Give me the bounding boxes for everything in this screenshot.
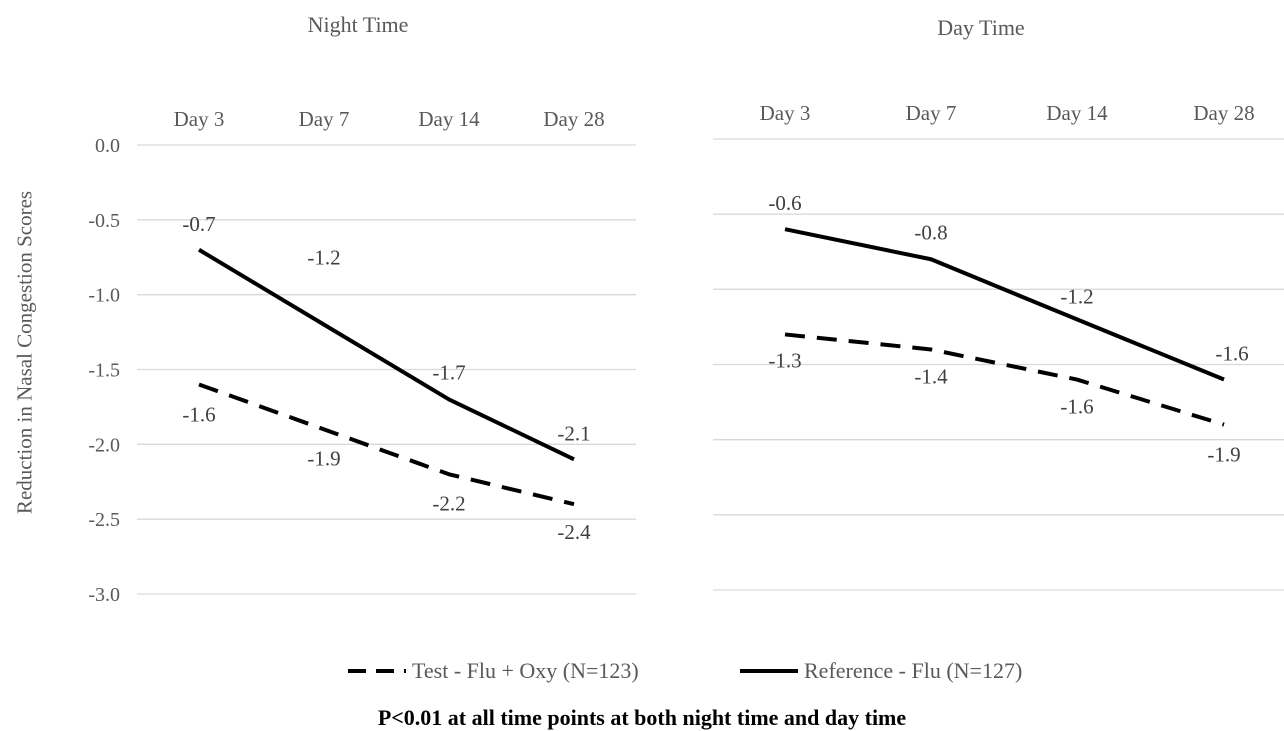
day-reference-data-label: -1.2 [1060, 284, 1093, 308]
day-x-tick-label: Day 7 [906, 101, 957, 125]
night-x-tick-label: Day 14 [418, 107, 480, 131]
night-reference-series-line [197, 248, 575, 462]
night-y-tick-label: -0.5 [88, 210, 120, 232]
night-y-tick-label: -1.0 [88, 285, 120, 307]
night-test-data-label: -1.6 [182, 402, 215, 426]
night-x-tick-label: Day 3 [174, 107, 225, 131]
night-y-tick-label: -1.5 [88, 360, 120, 382]
night-y-tick-label: -3.0 [88, 584, 120, 606]
day-test-data-label: -1.4 [914, 364, 948, 388]
day-reference-data-label: -0.6 [768, 191, 801, 215]
night-reference-data-label: -1.2 [307, 246, 340, 270]
night-x-tick-label: Day 28 [543, 107, 604, 131]
legend-item-reference: Reference - Flu (N=127) [740, 658, 1022, 684]
day-reference-data-label: -0.8 [914, 220, 947, 244]
night-y-tick-label: -2.0 [88, 434, 120, 456]
legend-swatch-solid [740, 669, 798, 673]
night-test-data-label: -1.9 [307, 446, 340, 470]
day-test-data-label: -1.6 [1060, 395, 1093, 419]
legend-item-test: Test - Flu + Oxy (N=123) [348, 658, 639, 684]
day-reference-series-line [784, 227, 1225, 382]
day-x-tick-label: Day 14 [1046, 101, 1108, 125]
night-reference-data-label: -0.7 [182, 212, 215, 236]
night-y-tick-label: 0.0 [95, 135, 120, 157]
day-test-series-line [784, 332, 1225, 427]
night-test-series-line [198, 382, 575, 507]
night-test-data-label: -2.4 [557, 520, 591, 544]
night-y-tick-label: -2.5 [88, 509, 120, 531]
day-x-tick-label: Day 3 [760, 101, 811, 125]
night-x-tick-label: Day 7 [299, 107, 350, 131]
legend-swatch-dashed [348, 669, 406, 673]
day-reference-data-label: -1.6 [1215, 342, 1248, 366]
legend-label-test: Test - Flu + Oxy (N=123) [412, 658, 639, 683]
night-time-title: Night Time [307, 12, 409, 37]
day-test-data-label: -1.9 [1207, 443, 1240, 467]
legend: Test - Flu + Oxy (N=123) Reference - Flu… [0, 658, 1284, 690]
day-x-tick-label: Day 28 [1193, 101, 1254, 125]
night-reference-data-label: -2.1 [557, 421, 590, 445]
day-test-data-label: -1.3 [768, 348, 801, 372]
night-reference-data-label: -1.7 [432, 360, 465, 384]
legend-label-reference: Reference - Flu (N=127) [804, 658, 1023, 683]
night-test-data-label: -2.2 [432, 491, 465, 515]
footnote: P<0.01 at all time points at both night … [377, 705, 907, 730]
day-time-title: Day Time [937, 15, 1025, 40]
